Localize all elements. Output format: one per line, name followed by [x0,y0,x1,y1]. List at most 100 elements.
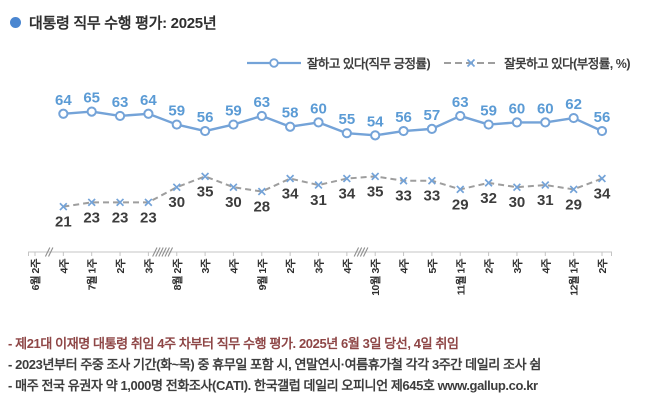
data-point-circle-marker [171,119,182,130]
axis-break-mark [44,247,51,257]
data-point-value-label: 63 [452,94,469,111]
data-point-value-label: 33 [395,188,412,205]
x-axis-label: 12월 1주 [568,258,581,296]
data-point-value-label: 59 [480,103,497,120]
x-axis-label: 2주 [597,258,609,273]
data-point-value-label: 63 [253,94,270,111]
legend-item-negative: 잘못하고 있다(부정률, %) [443,53,630,72]
data-point-value-label: 54 [367,113,384,130]
footnote-line-2: - 2023년부터 주중 조사 기간(화~목) 중 휴무일 포함 시, 연말연시… [8,357,541,372]
data-point-circle-marker [426,123,437,134]
data-point-circle-marker [256,110,267,122]
data-point-x-marker [286,174,295,183]
data-point-x-marker [59,202,68,211]
footnote-line-3: - 매주 전국 유권자 약 1,000명 전화조사(CATI). 한국갤럽 데일… [8,378,538,393]
data-point-value-label: 60 [509,100,526,117]
data-point-value-label: 34 [282,186,299,203]
x-axis-label: 2주 [115,258,127,273]
data-point-value-label: 62 [565,96,582,113]
data-point-circle-marker [143,108,154,119]
axis-break-mark [164,247,170,257]
data-point-value-label: 57 [424,107,441,124]
data-point-x-marker [87,198,96,207]
data-point-value-label: 29 [452,196,469,213]
data-point-value-label: 33 [424,188,441,205]
data-point-value-label: 23 [112,209,129,226]
data-point-value-label: 31 [537,192,554,209]
data-point-circle-marker [86,106,97,117]
chart-title-row: 대통령 직무 수행 평가: 2025년 [10,12,217,33]
x-axis-label: 3주 [512,258,524,273]
data-point-x-marker [314,181,323,190]
data-point-circle-marker [483,119,494,130]
data-point-circle-marker [511,117,523,128]
legend-label-negative: 잘못하고 있다(부정률, %) [504,57,630,71]
data-point-value-label: 56 [395,109,412,126]
x-axis-label: 4주 [342,258,354,273]
data-point-x-marker [116,198,125,207]
x-axis-label: 11월 1주 [454,258,467,295]
data-point-circle-marker [568,112,579,124]
data-point-value-label: 30 [509,194,526,211]
data-point-x-marker [484,178,493,187]
axis-break-mark [48,247,54,257]
axis-break-mark [167,247,174,257]
axis-break-mark [362,247,369,257]
data-point-value-label: 21 [55,214,72,231]
data-point-value-label: 28 [253,199,270,216]
data-point-value-label: 29 [565,196,582,213]
x-axis-label: 6월 2주 [29,258,42,290]
data-point-x-marker [569,185,578,194]
data-point-circle-marker [114,110,126,122]
x-axis-label: 4주 [228,258,240,273]
data-point-x-marker [342,174,351,183]
data-point-circle-marker [200,125,211,137]
axis-break-mark [353,247,360,257]
data-point-value-label: 34 [339,186,356,203]
data-point-x-marker [541,181,550,190]
axis-break-mark [359,247,366,257]
data-point-x-marker [399,176,408,185]
x-axis-label: 4주 [58,258,70,273]
data-point-circle-marker [58,108,69,119]
data-point-circle-marker [370,130,381,141]
axis-break-mark [158,247,164,257]
x-axis-label: 5주 [427,258,439,273]
x-axis-label: 2주 [484,258,496,273]
chart-legend: 잘하고 있다(직무 긍정률) 잘못하고 있다(부정률, %) [246,53,630,72]
axis-break-mark [161,247,167,257]
data-point-x-marker [172,183,181,192]
data-point-value-label: 56 [594,109,611,126]
data-point-circle-marker [540,117,551,128]
data-point-circle-marker [341,128,352,139]
x-axis-label: 4주 [399,258,411,273]
title-bullet-icon [10,17,21,28]
x-axis-label: 3주 [143,258,155,273]
data-point-circle-marker [596,125,608,137]
legend-label-positive: 잘하고 있다(직무 긍정률) [306,57,431,71]
x-axis-label: 2주 [285,258,297,273]
data-point-x-marker [229,183,238,192]
data-point-value-label: 32 [480,190,497,207]
data-point-value-label: 55 [339,111,356,128]
data-point-value-label: 60 [310,100,327,117]
dashed-line-x-marker-icon [444,58,499,67]
data-point-circle-marker [228,119,239,130]
data-point-value-label: 60 [537,100,554,117]
data-point-x-marker [427,176,436,185]
data-point-value-label: 63 [112,94,129,111]
legend-item-positive: 잘하고 있다(직무 긍정률) [246,53,431,72]
data-point-value-label: 31 [310,192,327,209]
data-point-x-marker [456,185,465,194]
data-point-x-marker [257,187,266,196]
axis-break-mark [155,247,161,257]
line-chart: 6월 2주 4주 7월 1주 2주 3주 8월 2주 3주 4주 9월 1주 2주 3주 4주 10월 … [28,90,612,296]
solid-line-circle-marker-icon [246,57,301,68]
data-point-x-marker [512,183,521,192]
data-point-value-label: 56 [197,109,214,126]
data-point-value-label: 23 [140,209,157,226]
data-point-value-label: 58 [282,105,299,122]
data-point-value-label: 30 [168,194,185,211]
data-point-value-label: 59 [168,103,185,120]
x-axis-label: 10월 3주 [369,258,382,296]
